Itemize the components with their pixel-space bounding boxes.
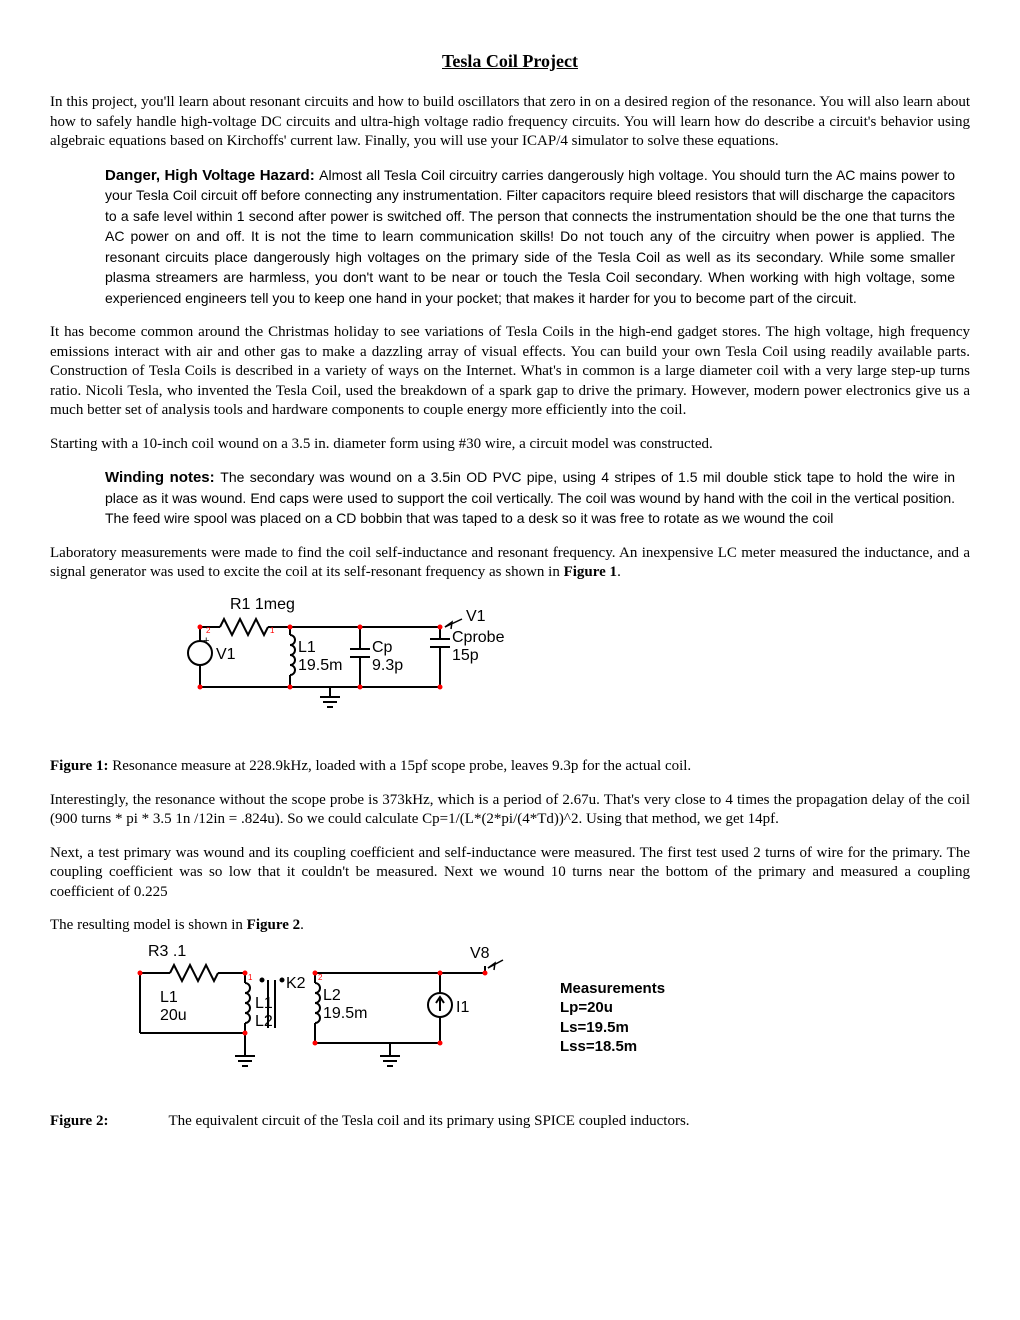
figure-1-diagram: R1 1meg 2 1 V1 + L1 19.5m Cp 9.3p Cprobe… [110, 597, 970, 744]
winding-body: The secondary was wound on a 3.5in OD PV… [105, 469, 955, 526]
k2-l2: L2 [255, 1013, 273, 1030]
danger-block: Danger, High Voltage Hazard: Almost all … [105, 166, 955, 310]
meas-lp: Lp=20u [560, 998, 665, 1018]
meas-title: Measurements [560, 979, 665, 999]
v1-node-label: V1 [466, 608, 486, 625]
model-text-c: . [300, 917, 304, 933]
figure-2-diagram: R3 .1 1 2 L1 20u K2 L1 L2 L2 19.5m I1 V8… [90, 938, 970, 1098]
f2-l1-name: L1 [160, 989, 178, 1006]
f2-pin-1: 1 [248, 973, 253, 982]
l1-value: 19.5m [298, 657, 342, 674]
danger-body: Almost all Tesla Coil circuitry carries … [105, 167, 955, 306]
pin-2: 2 [206, 626, 211, 635]
cprobe-value: 15p [452, 647, 479, 664]
cp-name: Cp [372, 639, 393, 656]
measurements-block: Measurements Lp=20u Ls=19.5m Lss=18.5m [560, 979, 665, 1057]
pin-1: 1 [270, 626, 275, 635]
resonance-paragraph: Interestingly, the resonance without the… [50, 791, 970, 830]
i1-label: I1 [456, 999, 469, 1016]
figure-1-label: Figure 1: [50, 758, 108, 774]
coil-setup-paragraph: Starting with a 10-inch coil wound on a … [50, 435, 970, 455]
figure-1-caption-text: Resonance measure at 228.9kHz, loaded wi… [108, 758, 691, 774]
k2-l1: L1 [255, 995, 273, 1012]
winding-heading: Winding notes: [105, 469, 220, 486]
model-fig-ref: Figure 2 [247, 917, 300, 933]
v1-source-label: V1 [216, 646, 236, 663]
winding-block: Winding notes: The secondary was wound o… [105, 468, 955, 530]
k2-label: K2 [286, 975, 306, 992]
f2-l1-value: 20u [160, 1007, 187, 1024]
lab-paragraph: Laboratory measurements were made to fin… [50, 544, 970, 583]
figure-1-caption: Figure 1: Resonance measure at 228.9kHz,… [50, 757, 970, 777]
christmas-paragraph: It has become common around the Christma… [50, 323, 970, 421]
figure-2-caption-text: The equivalent circuit of the Tesla coil… [168, 1113, 689, 1129]
r1-label: R1 1meg [230, 597, 295, 613]
f2-pin-2: 2 [318, 973, 323, 982]
primary-paragraph: Next, a test primary was wound and its c… [50, 844, 970, 903]
l1-name: L1 [298, 639, 316, 656]
plus-icon: + [203, 635, 209, 647]
f2-l2-value: 19.5m [323, 1005, 367, 1022]
figure-2-caption: Figure 2: The equivalent circuit of the T… [50, 1112, 970, 1132]
model-paragraph: The resulting model is shown in Figure 2… [50, 916, 970, 936]
lab-text-a: Laboratory measurements were made to fin… [50, 545, 970, 581]
cp-value: 9.3p [372, 657, 403, 674]
page-title: Tesla Coil Project [50, 50, 970, 73]
danger-heading: Danger, High Voltage Hazard: [105, 167, 319, 184]
cprobe-name: Cprobe [452, 629, 505, 646]
model-text-a: The resulting model is shown in [50, 917, 247, 933]
r3-label: R3 .1 [148, 943, 186, 960]
f2-l2-name: L2 [323, 987, 341, 1004]
intro-paragraph: In this project, you'll learn about reso… [50, 93, 970, 152]
lab-text-c: . [617, 564, 621, 580]
lab-fig-ref: Figure 1 [564, 564, 617, 580]
figure-2-label: Figure 2: [50, 1113, 108, 1129]
v8-label: V8 [470, 945, 490, 962]
meas-ls: Ls=19.5m [560, 1018, 665, 1038]
meas-lss: Lss=18.5m [560, 1037, 665, 1057]
